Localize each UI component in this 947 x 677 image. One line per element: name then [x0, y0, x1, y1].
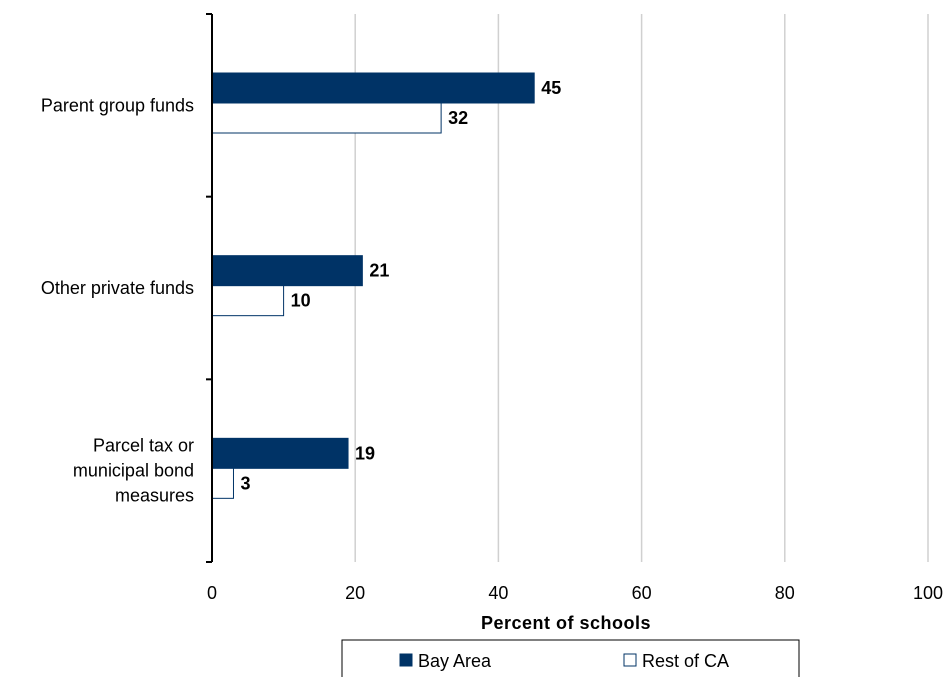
legend-swatch: [623, 653, 637, 667]
bar-bay-area: [211, 255, 363, 287]
x-tick-labels: 0 20 40 60 80 100: [207, 583, 943, 603]
legend-label: Bay Area: [418, 651, 492, 671]
legend: Bay Area Rest of CA: [341, 639, 800, 677]
category-labels: Parent group funds Other private funds Par…: [41, 95, 194, 505]
category-label: Other private funds: [41, 278, 194, 298]
bar-bay-area: [211, 437, 349, 469]
bar-rest-of-ca: [211, 467, 234, 499]
data-labels: 45 21 19 32 10 3: [240, 78, 561, 493]
x-tick-label: 100: [913, 583, 943, 603]
bar-rest-of-ca: [211, 285, 285, 317]
legend-box: [341, 639, 800, 677]
legend-label: Rest of CA: [642, 651, 729, 671]
y-axis: [206, 13, 213, 563]
x-tick-label: 60: [632, 583, 652, 603]
data-label: 19: [355, 443, 375, 463]
x-tick-label: 40: [488, 583, 508, 603]
category-label: Parent group funds: [41, 95, 194, 115]
gridlines: [354, 14, 929, 562]
bar-bay-area: [211, 72, 535, 104]
category-label: Parcel tax or municipal bond measures: [73, 436, 194, 506]
x-axis-title: Percent of schools: [481, 613, 651, 633]
x-tick-label: 80: [775, 583, 795, 603]
data-label: 45: [541, 78, 561, 98]
data-label: 21: [369, 261, 389, 281]
data-label: 10: [291, 291, 311, 311]
bars-group: [211, 72, 535, 499]
x-tick-label: 0: [207, 583, 217, 603]
x-tick-label: 20: [345, 583, 365, 603]
data-label: 32: [448, 108, 468, 128]
bar-rest-of-ca: [211, 102, 442, 134]
data-label: 3: [240, 473, 250, 493]
legend-swatch: [399, 653, 413, 667]
